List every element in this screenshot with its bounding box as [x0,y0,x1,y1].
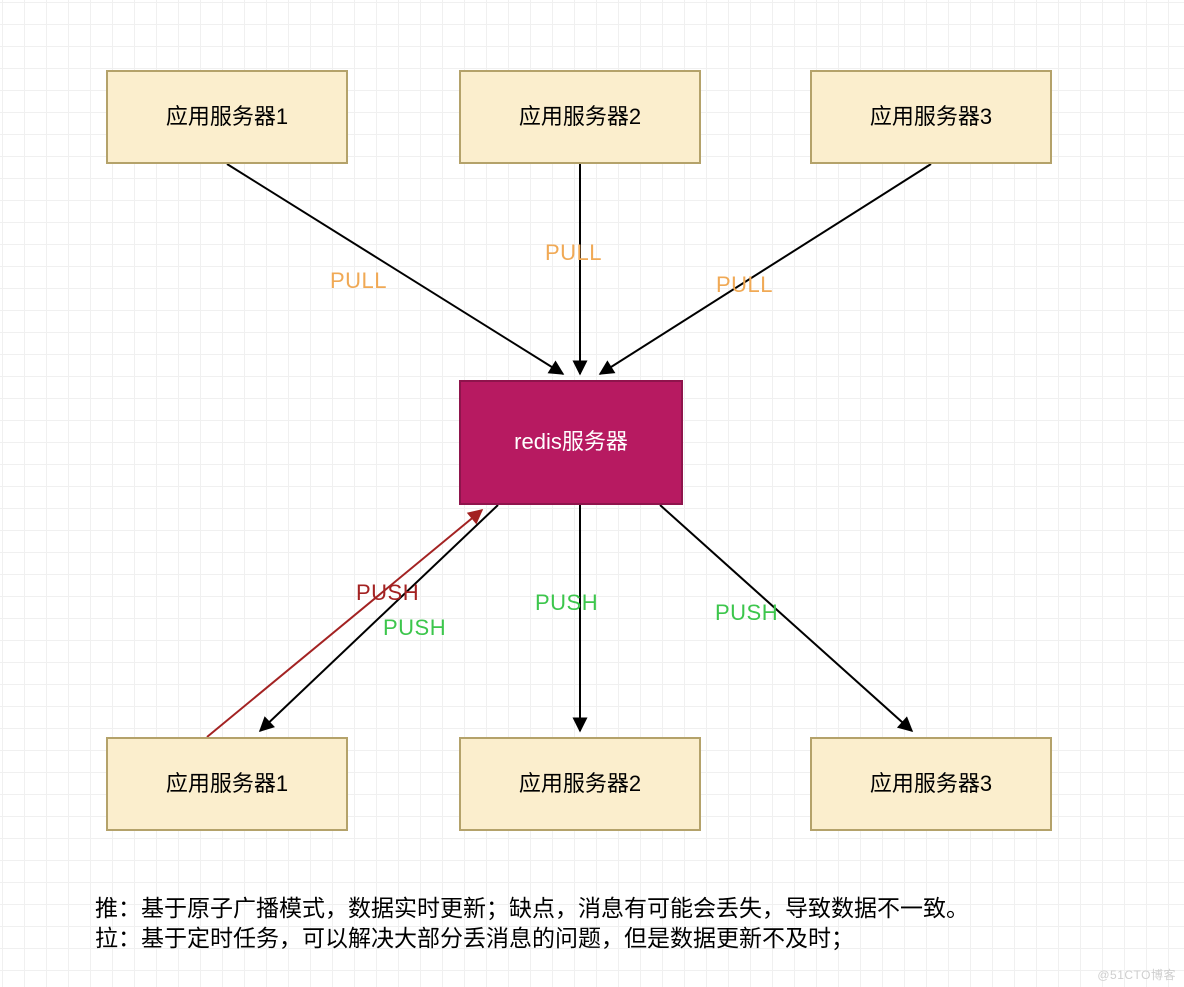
edge-label-lbl-push-red: PUSH [356,580,419,606]
caption-text: 推：基于原子广播模式，数据实时更新；缺点，消息有可能会丢失，导致数据不一致。 拉… [95,893,969,953]
edge-e-top1-redis [227,164,563,374]
node-app-top-2: 应用服务器2 [459,70,701,164]
edge-label-lbl-push-g1: PUSH [383,615,446,641]
node-app-bottom-1: 应用服务器1 [106,737,348,831]
diagram-canvas: 应用服务器1应用服务器2应用服务器3redis服务器应用服务器1应用服务器2应用… [0,0,1184,987]
node-redis: redis服务器 [459,380,683,505]
edge-e-top3-redis [600,164,931,374]
node-app-bottom-2: 应用服务器2 [459,737,701,831]
edge-label-lbl-pull-3: PULL [716,272,773,298]
node-app-bottom-3: 应用服务器3 [810,737,1052,831]
edge-label-lbl-push-g2: PUSH [535,590,598,616]
edge-e-red-bot1 [260,505,498,731]
node-app-top-1: 应用服务器1 [106,70,348,164]
watermark: @51CTO博客 [1097,966,1176,983]
edge-label-lbl-pull-1: PULL [330,268,387,294]
node-app-top-3: 应用服务器3 [810,70,1052,164]
edge-label-lbl-push-g3: PUSH [715,600,778,626]
edge-e-red-bot3 [660,505,912,731]
edge-label-lbl-pull-2: PULL [545,240,602,266]
